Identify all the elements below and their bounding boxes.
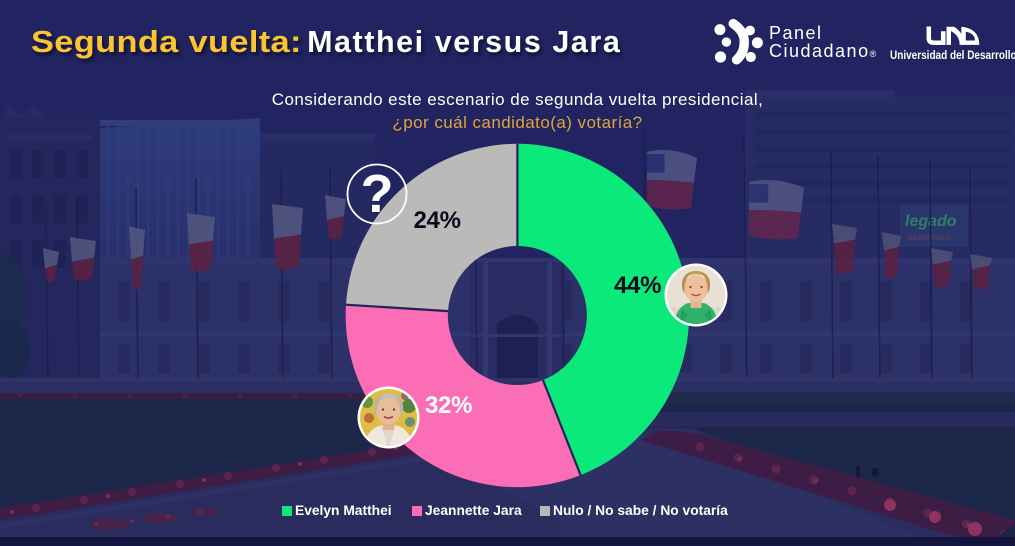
- svg-text:?: ?: [361, 164, 394, 224]
